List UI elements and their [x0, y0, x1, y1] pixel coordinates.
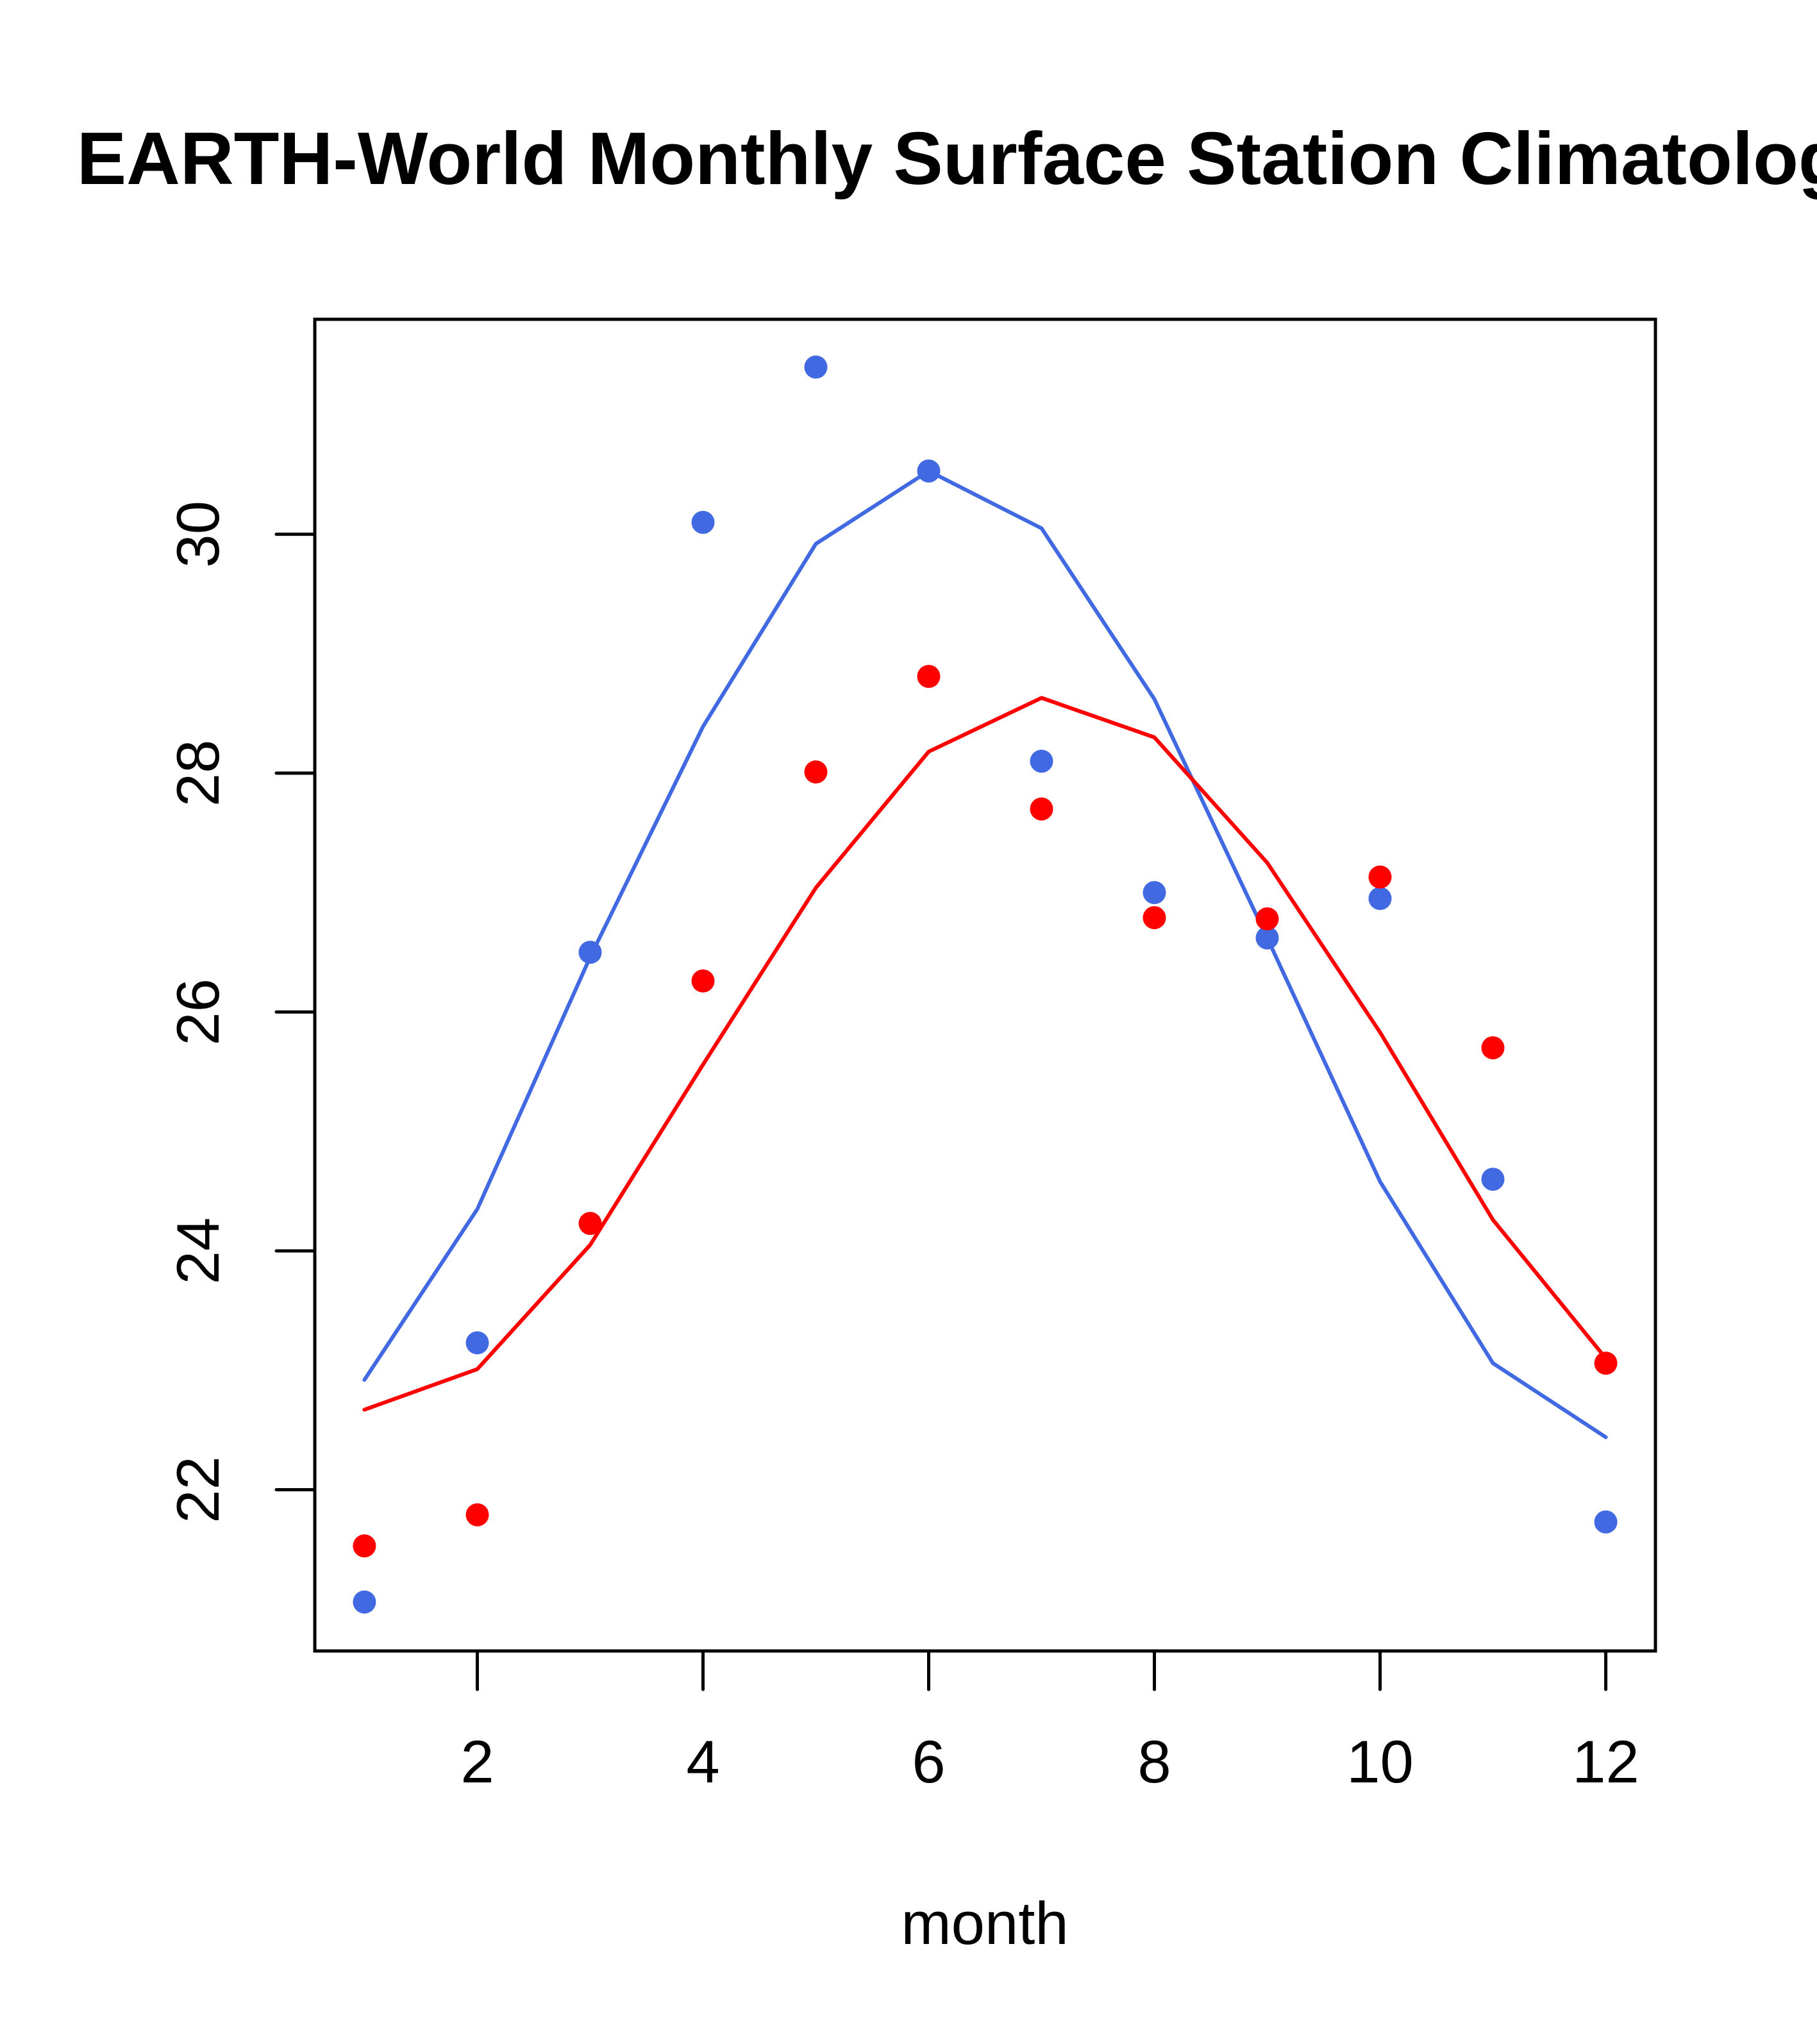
blue-observed-point: [804, 355, 828, 379]
x-tick-label: 8: [1137, 1728, 1171, 1795]
red-observed-point: [1368, 865, 1392, 889]
red-observed-point: [804, 760, 828, 783]
y-tick-label: 26: [164, 978, 231, 1046]
blue-observed-point: [1368, 887, 1392, 910]
blue-observed-point: [917, 459, 941, 483]
blue-observed-points: [353, 355, 1618, 1614]
blue-observed-point: [578, 941, 602, 964]
blue-observed-point: [1143, 881, 1166, 905]
red-observed-point: [353, 1534, 376, 1558]
blue-observed-point: [1594, 1510, 1618, 1534]
red-observed-point: [1481, 1036, 1505, 1060]
blue-observed-point: [691, 510, 715, 534]
x-tick-label: 10: [1346, 1728, 1414, 1795]
blue-observed-point: [353, 1590, 376, 1614]
blue-observed-point: [465, 1331, 489, 1355]
plot-frame: [313, 317, 1657, 1653]
series-layer: [353, 355, 1618, 1614]
y-tick-label: 30: [164, 501, 231, 568]
red-observed-point: [1255, 907, 1279, 931]
red-observed-point: [578, 1212, 602, 1236]
y-tick-label: 28: [164, 740, 231, 807]
blue-observed-point: [1030, 750, 1053, 773]
red-observed-point: [691, 969, 715, 993]
red-observed-point: [465, 1503, 489, 1527]
blue-climatology-line: [362, 469, 1608, 1439]
blue-observed-point: [1255, 926, 1279, 950]
red-observed-point: [917, 665, 941, 688]
red-observed-point: [1594, 1352, 1618, 1375]
x-tick-label: 12: [1572, 1728, 1639, 1795]
red-observed-points: [353, 665, 1618, 1558]
blue-observed-point: [1481, 1168, 1505, 1191]
y-tick-label: 22: [164, 1456, 231, 1523]
red-climatology-line: [362, 696, 1608, 1412]
chart-title: EARTH-World Monthly Surface Station Clim…: [77, 117, 1817, 200]
x-axis-label: month: [901, 1889, 1068, 1957]
x-tick-label: 2: [460, 1728, 494, 1795]
y-tick-label: 24: [164, 1218, 231, 1285]
x-tick-label: 4: [686, 1728, 719, 1795]
red-observed-point: [1143, 906, 1166, 930]
y-axis: 22 24 26 28 30: [164, 501, 317, 1523]
red-observed-point: [1030, 797, 1053, 821]
x-axis: 2 4 6 8 10 12: [460, 1649, 1639, 1795]
x-tick-label: 6: [912, 1728, 945, 1795]
